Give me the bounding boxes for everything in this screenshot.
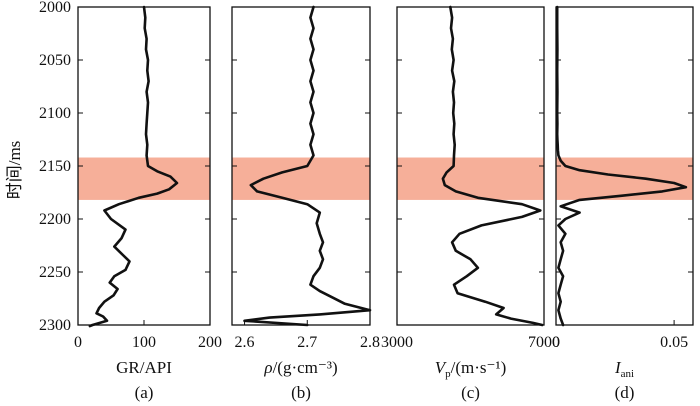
highlight-bands	[78, 157, 693, 200]
x-tick-label: 0	[552, 334, 560, 351]
y-tick-label: 2200	[39, 211, 71, 228]
x-tick-label: 7000	[528, 334, 560, 351]
panel-label: (d)	[615, 383, 635, 402]
x-tick-label: 2.6	[235, 334, 255, 351]
y-tick-label: 2050	[39, 52, 71, 69]
x-axis-label: Iani	[614, 358, 634, 380]
y-tick-label: 2100	[39, 105, 71, 122]
x-tick-label: 2.7	[297, 334, 317, 351]
log-curve	[441, 5, 544, 327]
x-axes: 0 100 200 GR/API (a) 2.6 2.7 2.8 ρ/(g·cm⁻³) (b) 30…	[74, 320, 688, 402]
x-tick-label: 100	[132, 334, 156, 351]
x-axis-label: GR/API	[116, 358, 172, 377]
x-axis-label: ρ/(g·cm⁻³)	[263, 358, 337, 377]
y-tick-label: 2000	[39, 0, 71, 16]
x-tick-label: 0.05	[660, 334, 688, 351]
panel-label: (b)	[291, 383, 311, 402]
x-tick-label: 3000	[381, 334, 413, 351]
panel-label: (a)	[135, 383, 154, 402]
log-curves	[88, 5, 688, 328]
highlight-band	[397, 157, 544, 200]
y-axis-label: 时间/ms	[5, 141, 24, 200]
y-axis: 2000 2050 2100 2150 2200 2250 2300	[39, 0, 71, 334]
y-tick-label: 2150	[39, 158, 71, 175]
log-curve	[88, 5, 179, 328]
log-curve	[555, 5, 688, 327]
y-tick-label: 2250	[39, 264, 71, 281]
highlight-band	[78, 157, 210, 200]
y-tick-label: 2300	[39, 317, 71, 334]
x-tick-label: 200	[198, 334, 222, 351]
highlight-band	[232, 157, 370, 200]
x-tick-label: 0	[74, 334, 82, 351]
log-curve	[243, 5, 372, 327]
x-tick-label: 2.8	[360, 334, 380, 351]
panel-label: (c)	[461, 383, 480, 402]
highlight-band	[556, 157, 693, 200]
x-axis-label: Vp/(m·s⁻¹)	[435, 358, 507, 380]
